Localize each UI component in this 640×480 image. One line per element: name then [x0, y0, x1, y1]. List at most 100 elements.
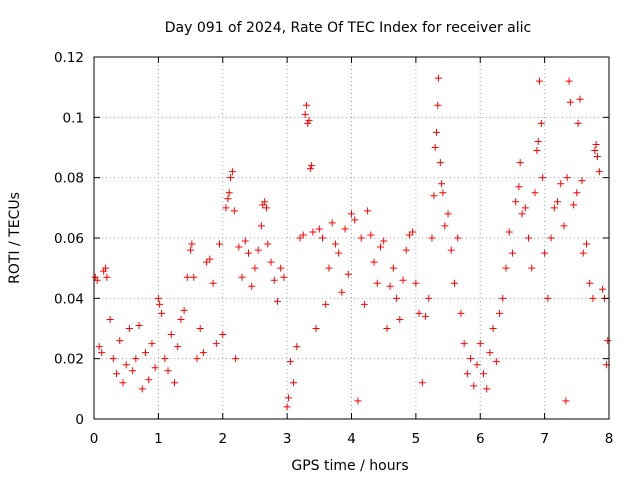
data-point — [557, 180, 565, 188]
data-point — [573, 189, 581, 197]
data-point — [489, 325, 497, 332]
data-point — [261, 198, 269, 206]
data-point — [209, 279, 217, 287]
data-point — [533, 147, 541, 155]
data-point — [259, 201, 267, 209]
data-point — [183, 273, 191, 281]
data-point — [203, 258, 211, 266]
data-point — [592, 140, 600, 148]
data-point — [302, 101, 310, 109]
data-point — [412, 279, 420, 287]
data-point — [505, 228, 513, 236]
data-point — [566, 98, 574, 106]
data-point — [170, 379, 178, 387]
data-point — [537, 119, 545, 127]
data-point — [158, 309, 166, 317]
data-point — [190, 273, 198, 281]
y-tick-label: 0.06 — [54, 231, 84, 247]
data-point — [589, 294, 597, 302]
data-point — [576, 95, 584, 103]
data-point — [399, 276, 407, 284]
data-point — [222, 204, 230, 212]
data-point — [593, 153, 601, 161]
data-point — [563, 174, 571, 182]
data-point — [270, 276, 278, 284]
data-point — [109, 355, 117, 363]
chart-title: Day 091 of 2024, Rate Of TEC Index for r… — [165, 20, 531, 36]
data-point — [422, 312, 430, 320]
data-point — [370, 258, 378, 266]
data-point — [251, 264, 259, 272]
data-point — [502, 264, 510, 272]
data-point — [238, 273, 246, 281]
data-point — [595, 168, 603, 176]
data-point — [228, 168, 236, 176]
data-point — [263, 204, 271, 212]
data-point — [560, 222, 568, 230]
data-point — [315, 225, 323, 233]
data-point — [348, 210, 355, 218]
data-point — [331, 240, 339, 248]
data-point — [467, 355, 475, 363]
data-point — [578, 177, 586, 185]
data-point — [129, 367, 137, 375]
x-tick-label: 7 — [540, 431, 549, 447]
data-point — [430, 192, 438, 200]
y-tick-label: 0.08 — [54, 171, 84, 187]
data-point — [273, 297, 281, 305]
data-point — [534, 137, 542, 145]
data-point — [309, 228, 317, 236]
data-point — [434, 74, 442, 82]
data-point — [438, 180, 446, 188]
data-point — [135, 321, 143, 329]
data-point — [226, 174, 234, 182]
data-point — [306, 165, 314, 173]
y-axis-label: ROTI / TECUs — [7, 192, 23, 284]
data-point — [224, 195, 232, 203]
x-tick-label: 6 — [476, 431, 485, 447]
data-point — [148, 340, 156, 348]
data-point — [116, 337, 124, 345]
data-point — [328, 219, 336, 227]
x-tick-label: 5 — [412, 431, 421, 447]
data-point — [470, 382, 478, 390]
data-point — [344, 270, 352, 278]
data-point — [93, 276, 101, 284]
data-point — [431, 144, 439, 151]
data-point — [290, 379, 298, 387]
data-point — [196, 325, 204, 332]
data-point — [492, 358, 500, 366]
data-point — [415, 309, 423, 317]
data-point — [245, 249, 252, 257]
data-point — [586, 279, 594, 287]
data-point — [219, 331, 227, 339]
data-point — [434, 101, 442, 109]
data-point — [325, 264, 333, 272]
data-point — [341, 225, 349, 233]
data-point — [451, 279, 458, 287]
data-point — [187, 246, 195, 254]
data-point — [570, 201, 578, 209]
data-point — [541, 249, 549, 257]
data-point — [164, 367, 172, 375]
data-point — [441, 222, 449, 230]
data-point — [225, 189, 233, 197]
data-point — [212, 340, 220, 348]
data-point — [232, 355, 240, 363]
data-point — [405, 231, 413, 239]
data-point — [301, 110, 309, 118]
data-point — [518, 210, 526, 218]
x-axis-label: GPS time / hours — [291, 458, 408, 474]
data-point — [235, 243, 243, 251]
data-point — [267, 258, 275, 266]
x-tick-label: 8 — [605, 431, 614, 447]
data-point — [539, 174, 547, 182]
data-point — [486, 349, 494, 357]
y-tick-label: 0.02 — [54, 352, 84, 368]
data-point — [463, 370, 471, 378]
data-point — [199, 349, 207, 357]
data-point — [106, 315, 114, 323]
data-point — [312, 325, 320, 332]
data-point — [257, 222, 265, 230]
